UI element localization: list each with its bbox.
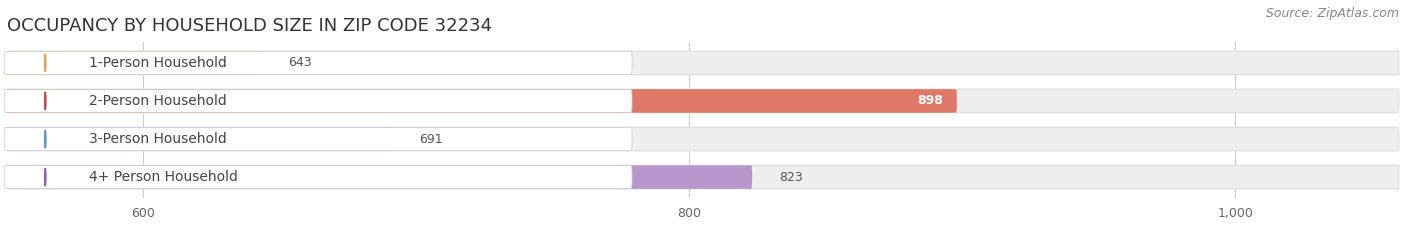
- FancyBboxPatch shape: [4, 166, 633, 188]
- Text: 643: 643: [288, 56, 312, 69]
- FancyBboxPatch shape: [7, 127, 1399, 151]
- Text: 898: 898: [917, 94, 943, 107]
- FancyBboxPatch shape: [7, 51, 1399, 75]
- Text: 1-Person Household: 1-Person Household: [89, 56, 226, 70]
- FancyBboxPatch shape: [7, 165, 1399, 189]
- Text: 3-Person Household: 3-Person Household: [89, 132, 226, 146]
- FancyBboxPatch shape: [7, 127, 392, 151]
- Text: OCCUPANCY BY HOUSEHOLD SIZE IN ZIP CODE 32234: OCCUPANCY BY HOUSEHOLD SIZE IN ZIP CODE …: [7, 17, 492, 35]
- Text: Source: ZipAtlas.com: Source: ZipAtlas.com: [1265, 7, 1399, 20]
- FancyBboxPatch shape: [7, 89, 957, 113]
- FancyBboxPatch shape: [4, 128, 633, 151]
- FancyBboxPatch shape: [7, 165, 752, 189]
- FancyBboxPatch shape: [7, 51, 262, 75]
- FancyBboxPatch shape: [7, 89, 1399, 113]
- FancyBboxPatch shape: [4, 89, 633, 112]
- Text: 823: 823: [779, 171, 803, 184]
- Text: 4+ Person Household: 4+ Person Household: [89, 170, 238, 184]
- FancyBboxPatch shape: [4, 51, 633, 74]
- Text: 691: 691: [419, 133, 443, 146]
- Text: 2-Person Household: 2-Person Household: [89, 94, 226, 108]
